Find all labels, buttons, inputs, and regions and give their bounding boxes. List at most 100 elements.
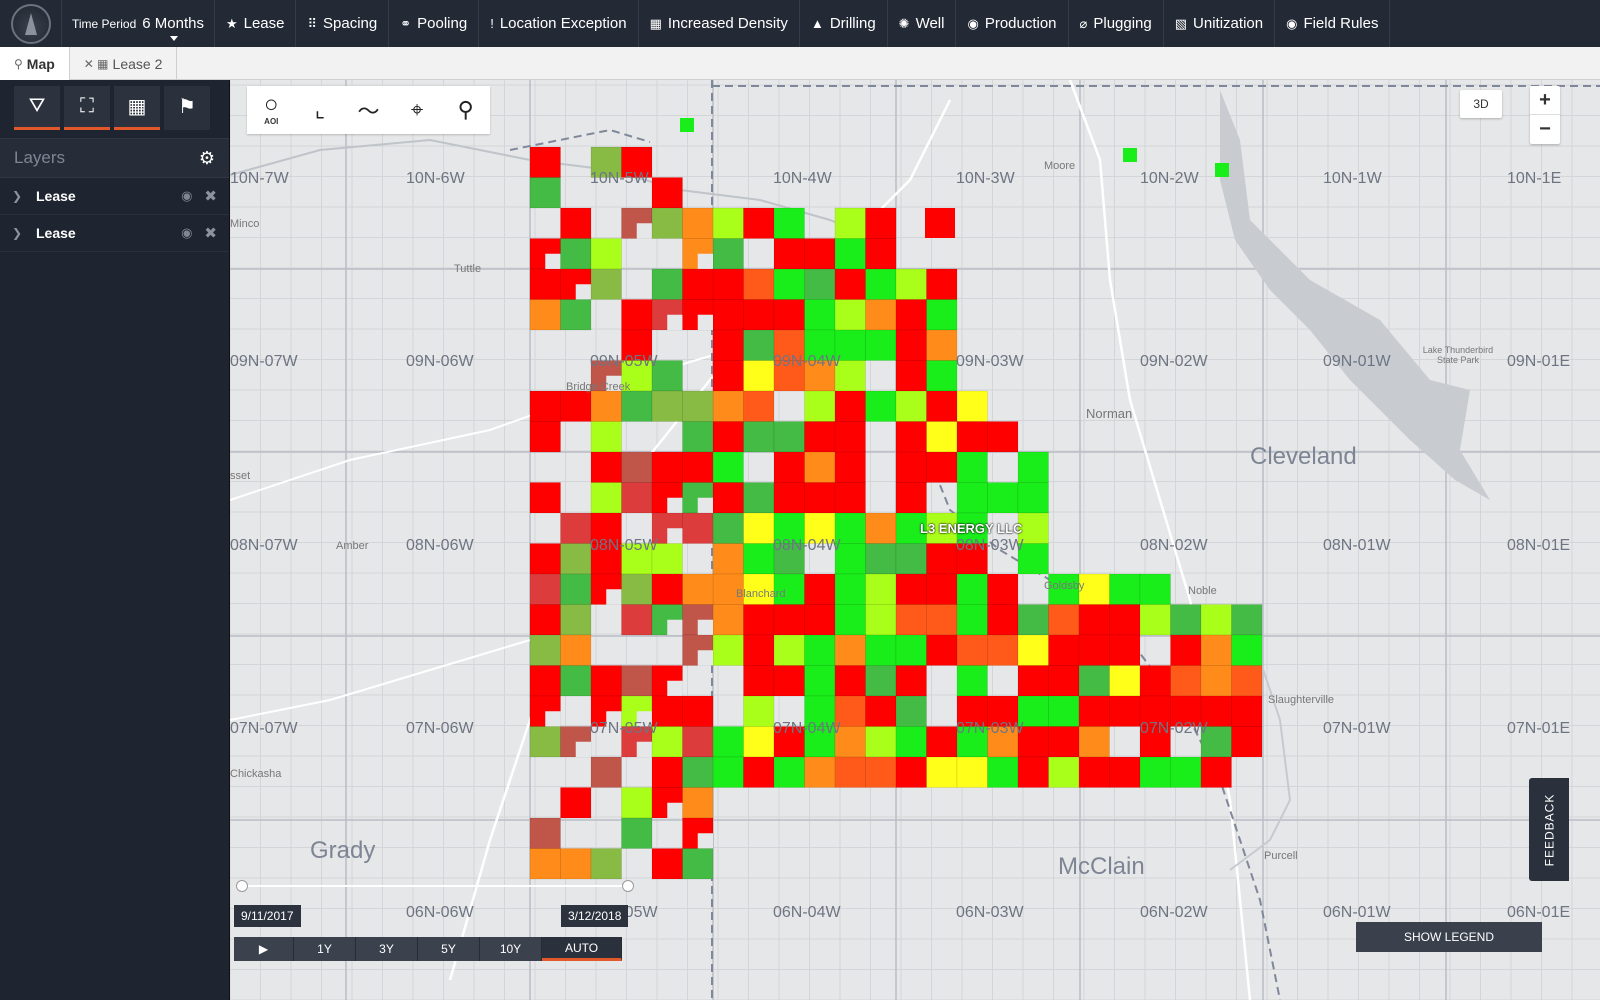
lease-cell[interactable] <box>682 421 714 453</box>
timeline-slider[interactable] <box>236 880 636 892</box>
lease-cell[interactable] <box>804 360 836 392</box>
lease-cell[interactable] <box>1017 604 1049 636</box>
lease-cell[interactable] <box>590 848 622 880</box>
lease-cell[interactable] <box>1048 726 1080 758</box>
lease-cell[interactable] <box>895 360 927 392</box>
lease-cell[interactable] <box>865 299 897 331</box>
gear-icon[interactable]: ⚙ <box>198 147 215 168</box>
lease-cell[interactable] <box>1078 604 1110 636</box>
lease-cell[interactable] <box>895 543 927 575</box>
lease-cell[interactable] <box>895 512 927 544</box>
lease-cell[interactable] <box>621 573 653 605</box>
lease-cell[interactable] <box>804 695 836 727</box>
lease-cell[interactable] <box>743 512 775 544</box>
lease-cell[interactable] <box>529 421 561 453</box>
lease-cell[interactable] <box>773 665 805 697</box>
lease-cell[interactable] <box>1123 148 1137 162</box>
lease-cell[interactable] <box>1048 695 1080 727</box>
line-tool[interactable]: 〜 <box>348 90 388 130</box>
lease-cell[interactable] <box>560 787 592 819</box>
lease-cell[interactable] <box>834 299 866 331</box>
lease-cell[interactable] <box>1215 163 1229 177</box>
lease-cell[interactable] <box>712 543 744 575</box>
lease-cell[interactable] <box>590 482 622 514</box>
lease-cell[interactable] <box>560 634 592 666</box>
lease-cell[interactable] <box>865 268 897 300</box>
lease-cell[interactable] <box>804 238 836 270</box>
lease-cell[interactable] <box>926 360 958 392</box>
lease-cell[interactable] <box>529 573 561 605</box>
lease-cell[interactable] <box>956 543 988 575</box>
layer-item[interactable]: ❯ Lease ◉ ✖ <box>0 178 229 215</box>
lease-cell[interactable] <box>590 756 622 788</box>
lease-cell[interactable] <box>834 665 866 697</box>
lease-cell[interactable] <box>1139 726 1171 758</box>
lease-cell[interactable] <box>865 726 897 758</box>
lease-cell[interactable] <box>1231 604 1263 636</box>
lease-cell[interactable] <box>834 390 866 422</box>
lease-cell[interactable] <box>621 817 653 849</box>
lease-cell[interactable] <box>529 604 561 636</box>
lease-cell[interactable] <box>651 207 683 239</box>
aoi-circle-tool[interactable]: ○ AOI <box>251 90 291 130</box>
lease-cell[interactable] <box>987 604 1019 636</box>
nav-unitization[interactable]: ▧ Unitization <box>1164 0 1276 47</box>
lease-cell[interactable] <box>773 543 805 575</box>
lease-cell[interactable] <box>743 726 775 758</box>
lease-cell[interactable] <box>743 268 775 300</box>
lease-cell[interactable] <box>1231 634 1263 666</box>
lease-cell[interactable] <box>682 268 714 300</box>
lease-cell[interactable] <box>1139 604 1171 636</box>
lease-cell[interactable] <box>987 421 1019 453</box>
lease-cell[interactable] <box>987 726 1019 758</box>
lease-cell[interactable] <box>1109 573 1141 605</box>
lease-cell[interactable] <box>743 634 775 666</box>
lease-cell[interactable] <box>865 512 897 544</box>
lease-cell[interactable] <box>590 451 622 483</box>
search-tool[interactable]: ⚲ <box>446 90 486 130</box>
chevron-right-icon[interactable]: ❯ <box>12 226 23 240</box>
lease-cell[interactable] <box>773 634 805 666</box>
lease-cell[interactable] <box>865 543 897 575</box>
lease-cell[interactable] <box>621 451 653 483</box>
lease-cell[interactable] <box>682 848 714 880</box>
lease-cell[interactable] <box>956 421 988 453</box>
lease-cell[interactable] <box>895 573 927 605</box>
lease-cell[interactable] <box>1170 756 1202 788</box>
lease-cell[interactable] <box>1017 756 1049 788</box>
lease-cell[interactable] <box>1017 482 1049 514</box>
lease-cell[interactable] <box>529 390 561 422</box>
lease-cell[interactable] <box>956 451 988 483</box>
lease-cell[interactable] <box>560 665 592 697</box>
lease-cell[interactable] <box>712 421 744 453</box>
lease-cell[interactable] <box>956 726 988 758</box>
lease-cell[interactable] <box>773 451 805 483</box>
lease-cell[interactable] <box>682 390 714 422</box>
lease-cell[interactable] <box>1109 756 1141 788</box>
lease-cell[interactable] <box>804 329 836 361</box>
nav-drilling[interactable]: ▲ Drilling <box>800 0 888 47</box>
operator-label[interactable]: L3 ENERGY LLC <box>920 521 1023 536</box>
lease-cell[interactable] <box>680 118 694 132</box>
lease-cell[interactable] <box>834 451 866 483</box>
lease-cell[interactable] <box>529 177 561 209</box>
lease-cell[interactable] <box>1017 451 1049 483</box>
lease-cell[interactable] <box>865 390 897 422</box>
lease-cell[interactable] <box>682 207 714 239</box>
lease-cell[interactable] <box>956 634 988 666</box>
lease-cell[interactable] <box>1109 695 1141 727</box>
lease-cell[interactable] <box>773 268 805 300</box>
zoom-in-button[interactable]: + <box>1530 86 1560 115</box>
grid-tool-button[interactable]: ▦ <box>114 86 160 130</box>
show-legend-button[interactable]: SHOW LEGEND <box>1356 922 1542 952</box>
lease-cell[interactable] <box>651 726 683 758</box>
lease-cell[interactable] <box>590 268 622 300</box>
lease-cell[interactable] <box>560 238 592 270</box>
lease-cell[interactable] <box>926 329 958 361</box>
lease-cell[interactable] <box>712 390 744 422</box>
lease-cell[interactable] <box>773 329 805 361</box>
lease-cell[interactable] <box>1048 573 1080 605</box>
lease-cell[interactable] <box>834 268 866 300</box>
lease-cell[interactable] <box>987 634 1019 666</box>
lease-cell[interactable] <box>1231 665 1263 697</box>
